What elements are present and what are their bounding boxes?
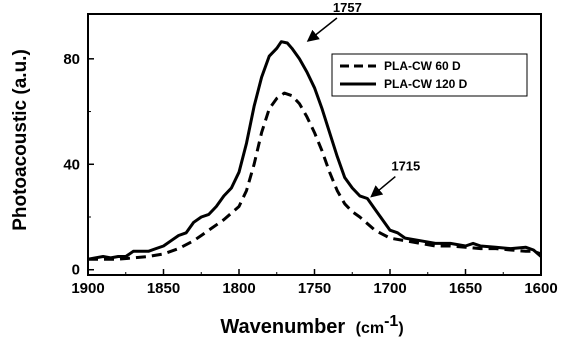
annotation-label-2: 1715 <box>391 159 420 174</box>
annotations: 1757 1715 <box>306 0 420 198</box>
x-axis-ticks: 1900 1850 1800 1750 1700 1650 1600 <box>71 269 558 297</box>
y-axis-ticks: 0 40 80 <box>63 51 94 279</box>
x-tick-label-5: 1650 <box>449 280 482 297</box>
x-tick-label-3: 1750 <box>298 280 331 297</box>
legend: PLA-CW 60 D PLA-CW 120 D <box>331 53 528 97</box>
x-tick-label-1: 1850 <box>147 280 180 297</box>
y-tick-label-0: 0 <box>72 262 80 279</box>
x-tick-label-6: 1600 <box>524 280 557 297</box>
annotation-arrow-2 <box>370 175 396 198</box>
series-group <box>87 40 542 261</box>
x-axis-title-sup: -1 <box>384 313 398 330</box>
x-tick-label-4: 1700 <box>373 280 406 297</box>
x-tick-label-2: 1800 <box>222 280 255 297</box>
y-tick-label-1: 40 <box>63 156 80 173</box>
x-tick-label-0: 1900 <box>71 280 104 297</box>
y-tick-label-2: 80 <box>63 51 80 68</box>
plot-frame <box>87 13 542 276</box>
x-axis-title: Wavenumber (cm-1) <box>220 313 403 338</box>
annotation-arrow-1 <box>306 17 338 42</box>
legend-label-series-1: PLA-CW 60 D <box>384 59 461 73</box>
plot-area <box>87 13 542 276</box>
x-axis-title-unit: (cm <box>356 320 384 337</box>
annotation-label-1: 1757 <box>333 0 362 15</box>
series-line-1 <box>88 91 542 261</box>
x-axis-title-main: Wavenumber <box>220 316 345 338</box>
y-axis-title: Photoacoustic (a.u.) <box>10 49 31 231</box>
legend-box <box>331 53 528 97</box>
series-line-2 <box>87 40 542 261</box>
x-axis-title-close: ) <box>398 320 403 337</box>
legend-label-series-2: PLA-CW 120 D <box>384 77 468 91</box>
